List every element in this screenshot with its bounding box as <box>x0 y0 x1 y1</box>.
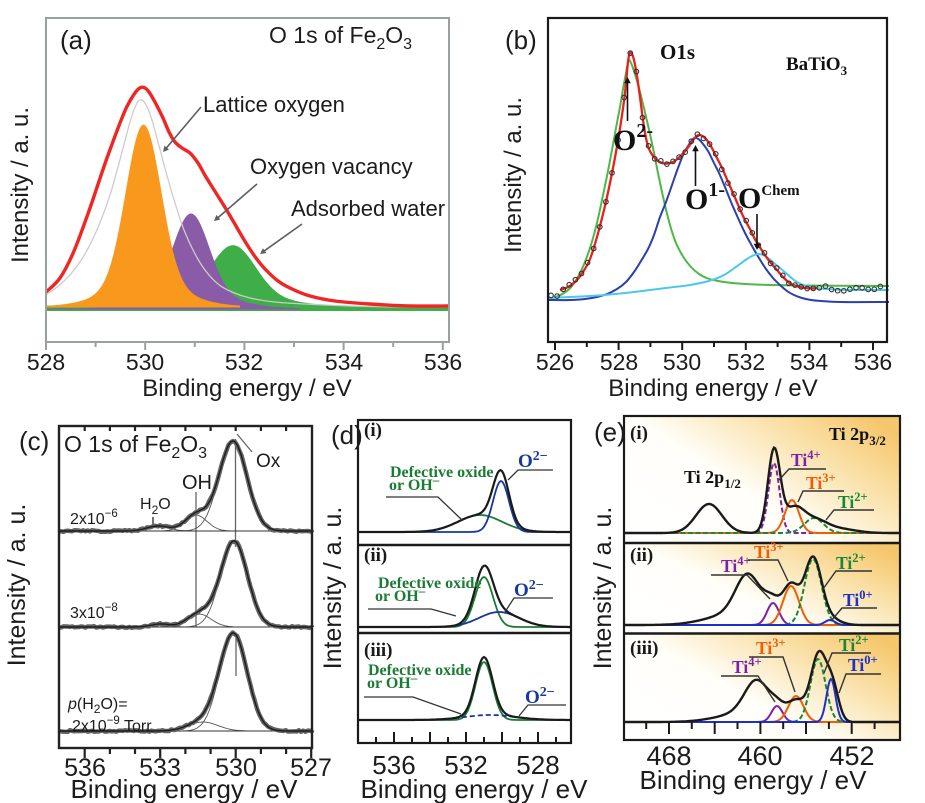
svg-text:OH: OH <box>182 472 212 494</box>
svg-text:(a): (a) <box>60 25 92 55</box>
svg-text:532: 532 <box>444 750 487 780</box>
svg-text:Intensity / a. u.: Intensity / a. u. <box>589 507 617 670</box>
svg-text:(c): (c) <box>19 426 49 456</box>
svg-text:Binding energy / eV: Binding energy / eV <box>640 765 868 795</box>
svg-text:532: 532 <box>225 349 263 375</box>
svg-text:(e): (e) <box>594 417 626 447</box>
svg-text:(b): (b) <box>505 25 537 55</box>
svg-text:Ox: Ox <box>256 451 281 472</box>
svg-text:2x10−9 Torr: 2x10−9 Torr <box>72 715 152 735</box>
svg-text:Intensity / a. u.: Intensity / a. u. <box>500 97 527 253</box>
svg-text:528: 528 <box>516 750 559 780</box>
svg-text:528: 528 <box>600 349 638 375</box>
svg-text:Lattice oxygen: Lattice oxygen <box>203 92 345 117</box>
svg-text:530: 530 <box>663 349 701 375</box>
svg-text:468: 468 <box>646 741 691 771</box>
svg-text:527: 527 <box>290 754 332 782</box>
svg-text:or OH–: or OH– <box>367 670 418 692</box>
svg-text:Defective oxide: Defective oxide <box>368 662 472 679</box>
svg-text:Defective oxide: Defective oxide <box>390 464 494 481</box>
svg-text:533: 533 <box>139 754 181 782</box>
svg-text:528: 528 <box>27 349 65 375</box>
svg-text:Intensity / a. u.: Intensity / a. u. <box>7 107 34 263</box>
svg-text:536: 536 <box>372 750 415 780</box>
svg-text:(d): (d) <box>331 420 363 450</box>
svg-text:BaTiO3: BaTiO3 <box>786 54 848 78</box>
svg-text:Binding energy / eV: Binding energy / eV <box>608 375 817 402</box>
svg-text:536: 536 <box>424 349 462 375</box>
svg-text:or OH–: or OH– <box>375 583 426 605</box>
svg-text:Binding energy / eV: Binding energy / eV <box>361 774 589 803</box>
svg-text:Binding energy / eV: Binding energy / eV <box>71 774 299 803</box>
svg-text:p(H2O)=: p(H2O)= <box>67 696 128 716</box>
svg-text:452: 452 <box>829 741 874 771</box>
svg-text:530: 530 <box>126 349 164 375</box>
svg-text:O 1s of Fe2O3: O 1s of Fe2O3 <box>269 22 412 53</box>
svg-text:534: 534 <box>790 349 829 375</box>
svg-text:(iii): (iii) <box>630 638 659 659</box>
svg-text:530: 530 <box>215 754 257 782</box>
svg-text:O 1s of Fe2O3: O 1s of Fe2O3 <box>64 431 207 462</box>
svg-text:532: 532 <box>727 349 765 375</box>
svg-text:Binding energy / eV: Binding energy / eV <box>142 375 351 402</box>
svg-text:536: 536 <box>64 754 106 782</box>
svg-text:Adsorbed water: Adsorbed water <box>291 196 445 221</box>
svg-text:Ti 2p3/2: Ti 2p3/2 <box>829 424 886 448</box>
svg-text:Defective oxide: Defective oxide <box>378 575 482 592</box>
svg-text:536: 536 <box>854 349 892 375</box>
svg-text:or OH–: or OH– <box>389 472 440 494</box>
svg-text:H2O: H2O <box>140 496 171 517</box>
svg-text:(i): (i) <box>364 420 382 441</box>
svg-text:Intensity / a. u.: Intensity / a. u. <box>319 507 347 670</box>
svg-text:534: 534 <box>325 349 364 375</box>
svg-text:Intensity / a. u.: Intensity / a. u. <box>3 504 31 667</box>
svg-text:(ii): (ii) <box>630 545 653 566</box>
svg-text:(ii): (ii) <box>364 545 387 566</box>
svg-text:526: 526 <box>536 349 574 375</box>
svg-text:O1s: O1s <box>660 40 695 64</box>
svg-text:(i): (i) <box>630 423 648 444</box>
svg-text:460: 460 <box>737 741 782 771</box>
svg-text:(iii): (iii) <box>364 640 393 661</box>
svg-text:Oxygen vacancy: Oxygen vacancy <box>250 154 413 179</box>
